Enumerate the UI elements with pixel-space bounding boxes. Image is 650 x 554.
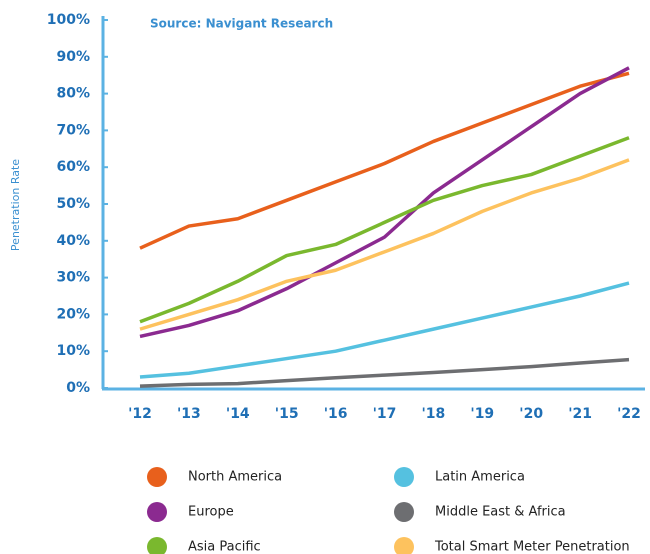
series-line (139, 71, 630, 250)
x-tick-label: '21 (568, 406, 592, 422)
series-line (139, 136, 630, 324)
legend-swatch (394, 537, 414, 554)
legend-swatch (147, 537, 167, 554)
series-line (139, 357, 630, 388)
legend-label: Middle East & Africa (435, 505, 566, 520)
legend-label: Asia Pacific (188, 540, 261, 554)
legend-label: Latin America (435, 470, 525, 485)
x-tick-label: '16 (324, 406, 348, 422)
y-axis-label: Penetration Rate (9, 159, 22, 251)
legend-swatch (147, 467, 167, 487)
x-tick-label: '17 (373, 406, 397, 422)
y-tick-label: 60% (56, 159, 90, 175)
y-tick-label: 0% (66, 380, 90, 396)
legend-swatch (394, 467, 414, 487)
series-line (139, 66, 630, 339)
y-tick-label: 80% (56, 86, 90, 102)
y-tick-label: 50% (56, 196, 90, 212)
y-tick-label: 30% (56, 270, 90, 286)
series-line (139, 281, 630, 379)
legend-swatch (394, 502, 414, 522)
y-tick-label: 70% (56, 122, 90, 138)
legend-label: North America (188, 470, 282, 485)
y-tick-label: 10% (56, 343, 90, 359)
series-line (139, 158, 630, 331)
y-tick-label: 100% (47, 12, 90, 28)
legend-label: Europe (188, 505, 234, 520)
x-tick-label: '20 (519, 406, 543, 422)
x-tick-label: '22 (617, 406, 641, 422)
x-tick-label: '15 (275, 406, 299, 422)
y-tick-label: 40% (56, 233, 90, 249)
x-tick-label: '18 (422, 406, 446, 422)
y-tick-label: 90% (56, 49, 90, 65)
y-tick-label: 20% (56, 306, 90, 322)
x-tick-label: '14 (226, 406, 250, 422)
source: Source: Navigant Research (150, 17, 333, 31)
legend-swatch (147, 502, 167, 522)
x-tick-label: '12 (128, 406, 152, 422)
legend-label: Total Smart Meter Penetration (434, 540, 630, 554)
x-tick-label: '13 (177, 406, 201, 422)
x-tick-label: '19 (470, 406, 494, 422)
